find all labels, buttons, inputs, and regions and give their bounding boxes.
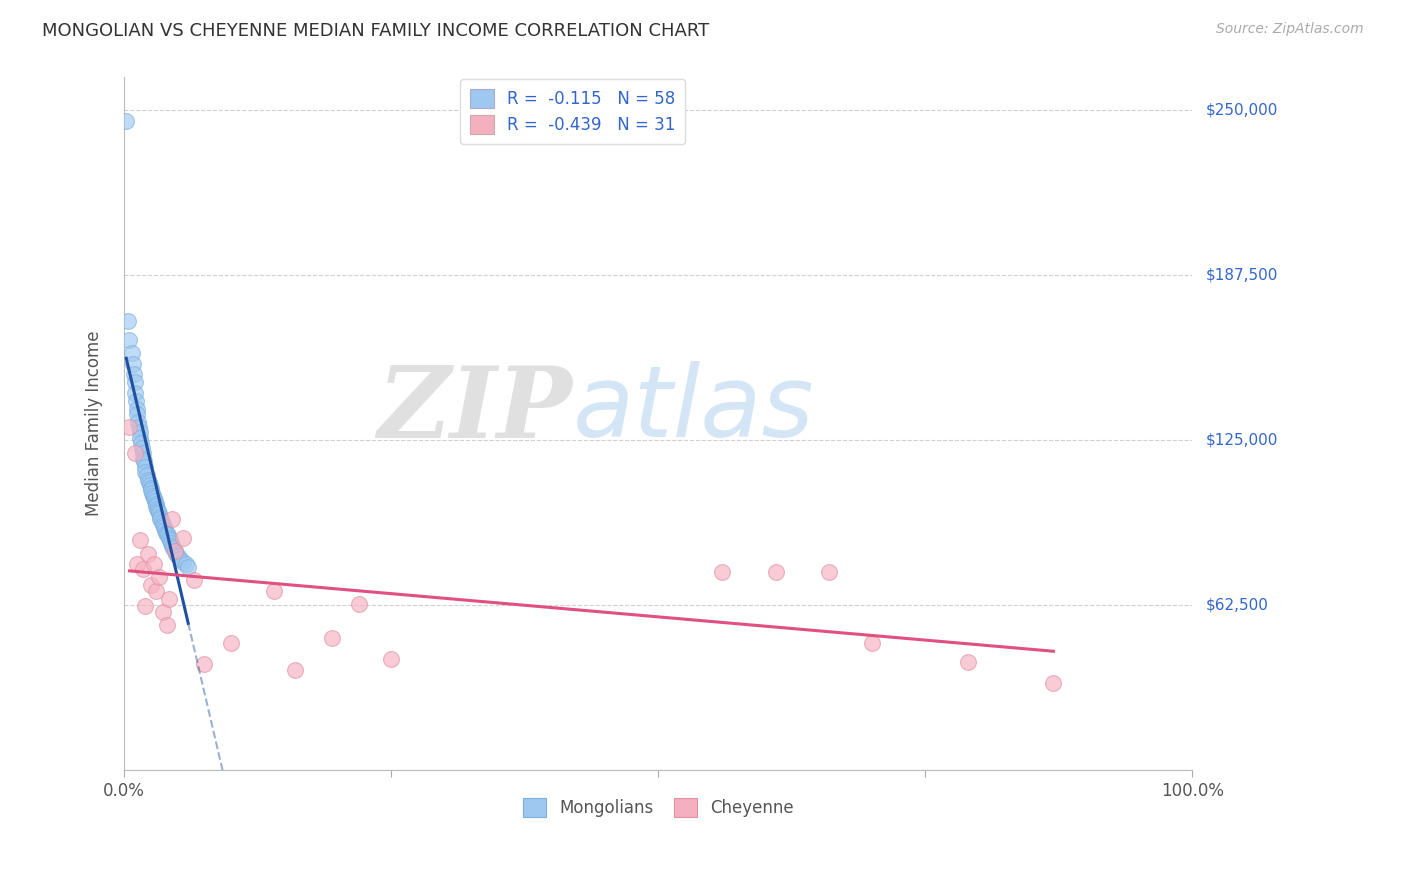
Point (132, 446, 155, 460)
Point (149, 509, 172, 524)
Point (122, 368, 145, 382)
Point (115, 114, 138, 128)
Point (141, 486, 163, 500)
Point (132, 562, 155, 576)
Point (219, 636, 242, 650)
Point (380, 652, 402, 666)
Point (172, 531, 194, 545)
Point (156, 527, 179, 541)
Point (134, 454, 156, 468)
Text: $250,000: $250,000 (1206, 103, 1278, 118)
Point (159, 533, 181, 548)
Point (165, 544, 187, 558)
Point (160, 536, 183, 550)
Point (128, 420, 150, 434)
Point (139, 481, 162, 495)
Point (121, 346, 143, 360)
Point (132, 451, 155, 466)
Point (956, 655, 979, 669)
Point (129, 435, 152, 450)
Point (193, 657, 215, 672)
Point (135, 467, 157, 482)
Point (765, 565, 787, 579)
Point (136, 547, 159, 561)
Point (284, 663, 307, 677)
Point (143, 558, 166, 572)
Point (124, 375, 146, 389)
Point (143, 494, 166, 508)
Point (131, 441, 153, 455)
Point (177, 559, 200, 574)
Point (129, 431, 152, 445)
Legend: Mongolians, Cheyenne: Mongolians, Cheyenne (516, 791, 800, 824)
Point (124, 446, 146, 460)
Point (152, 520, 174, 534)
Point (143, 491, 166, 506)
Point (166, 549, 188, 564)
Point (125, 407, 148, 421)
Point (155, 525, 177, 540)
Point (134, 459, 156, 474)
Point (1042, 676, 1064, 690)
Point (157, 591, 180, 606)
Point (860, 636, 883, 650)
Point (152, 517, 174, 532)
Point (263, 583, 285, 598)
Point (118, 420, 141, 434)
Point (711, 565, 734, 579)
Point (145, 583, 167, 598)
Point (121, 357, 143, 371)
Point (142, 489, 165, 503)
Point (152, 605, 174, 619)
Point (124, 385, 146, 400)
Text: ZIP: ZIP (378, 361, 572, 458)
Point (160, 512, 183, 526)
Point (157, 531, 180, 545)
Point (146, 501, 169, 516)
Point (162, 541, 184, 556)
Point (174, 558, 197, 572)
Point (134, 465, 156, 479)
Point (172, 555, 194, 569)
Point (145, 499, 167, 513)
Point (129, 425, 152, 440)
Point (156, 528, 179, 542)
Point (136, 473, 159, 487)
Point (148, 506, 170, 520)
Point (156, 618, 179, 632)
Point (153, 523, 176, 537)
Point (321, 631, 343, 645)
Point (145, 496, 167, 510)
Point (118, 333, 141, 347)
Point (134, 599, 156, 614)
Y-axis label: Median Family Income: Median Family Income (86, 331, 103, 516)
Text: $187,500: $187,500 (1206, 268, 1278, 283)
Text: MONGOLIAN VS CHEYENNE MEDIAN FAMILY INCOME CORRELATION CHART: MONGOLIAN VS CHEYENNE MEDIAN FAMILY INCO… (42, 22, 710, 40)
Point (117, 314, 139, 328)
Point (149, 512, 172, 526)
Text: atlas: atlas (572, 361, 814, 458)
Point (150, 515, 173, 529)
Point (125, 401, 148, 416)
Point (129, 533, 152, 548)
Point (347, 597, 370, 611)
Point (125, 558, 148, 572)
Text: $62,500: $62,500 (1206, 598, 1270, 613)
Point (818, 565, 841, 579)
Point (183, 573, 205, 587)
Point (165, 544, 187, 558)
Point (148, 504, 170, 518)
Point (127, 415, 149, 429)
Point (125, 393, 148, 408)
Point (166, 547, 188, 561)
Point (138, 475, 160, 490)
Text: Source: ZipAtlas.com: Source: ZipAtlas.com (1216, 22, 1364, 37)
Point (139, 578, 162, 592)
Point (139, 483, 162, 498)
Point (139, 478, 162, 492)
Text: $125,000: $125,000 (1206, 433, 1278, 448)
Point (160, 539, 183, 553)
Point (148, 570, 170, 584)
Point (169, 552, 191, 566)
